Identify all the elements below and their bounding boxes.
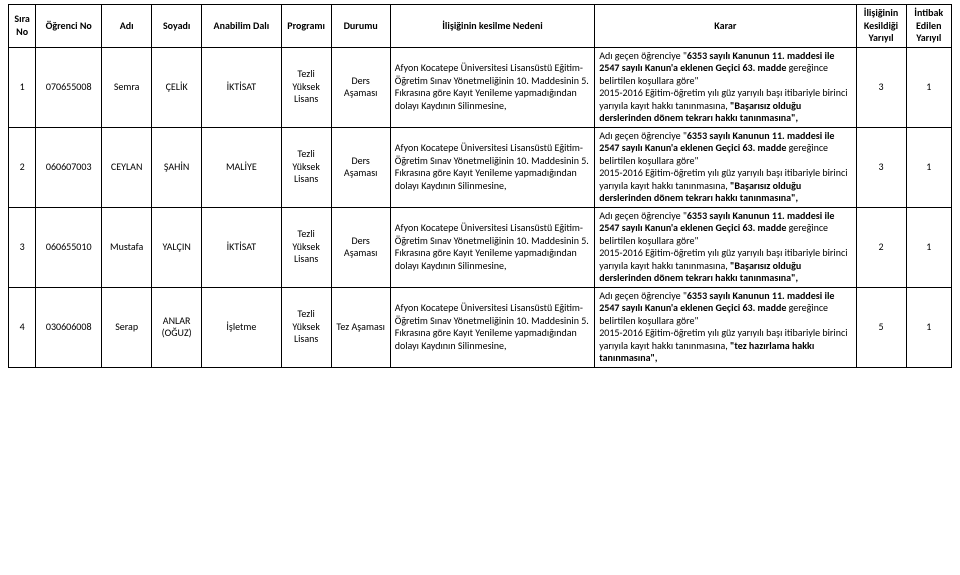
cell: Tez Aşaması bbox=[331, 287, 390, 367]
cell: Ders Aşaması bbox=[331, 207, 390, 287]
cell: Tezli Yüksek Lisans bbox=[281, 127, 331, 207]
col-adi: Adı bbox=[102, 5, 152, 48]
cell: Ders Aşaması bbox=[331, 47, 390, 127]
cell: 1 bbox=[906, 207, 952, 287]
cell: Semra bbox=[102, 47, 152, 127]
col-program: Programı bbox=[281, 5, 331, 48]
cell: 030606008 bbox=[36, 287, 102, 367]
cell-karar: Adı geçen öğrenciye "6353 sayılı Kanunun… bbox=[595, 127, 856, 207]
cell-neden: Afyon Kocatepe Üniversitesi Lisansüstü E… bbox=[390, 207, 595, 287]
col-durum: Durumu bbox=[331, 5, 390, 48]
cell-neden: Afyon Kocatepe Üniversitesi Lisansüstü E… bbox=[390, 127, 595, 207]
cell: 070655008 bbox=[36, 47, 102, 127]
col-intibak: İntibak Edilen Yarıyıl bbox=[906, 5, 952, 48]
cell: 3 bbox=[9, 207, 36, 287]
cell: CEYLAN bbox=[102, 127, 152, 207]
cell: ŞAHİN bbox=[152, 127, 202, 207]
cell-neden: Afyon Kocatepe Üniversitesi Lisansüstü E… bbox=[390, 287, 595, 367]
table-row: 4030606008SerapANLAR (OĞUZ)İşletmeTezli … bbox=[9, 287, 952, 367]
cell: Tezli Yüksek Lisans bbox=[281, 287, 331, 367]
cell: Mustafa bbox=[102, 207, 152, 287]
cell: 1 bbox=[906, 127, 952, 207]
cell: 2 bbox=[9, 127, 36, 207]
cell-karar: Adı geçen öğrenciye "6353 sayılı Kanunun… bbox=[595, 47, 856, 127]
cell-karar: Adı geçen öğrenciye "6353 sayılı Kanunun… bbox=[595, 287, 856, 367]
cell-neden: Afyon Kocatepe Üniversitesi Lisansüstü E… bbox=[390, 47, 595, 127]
cell: Tezli Yüksek Lisans bbox=[281, 207, 331, 287]
col-iliskigi: İlişiğinin Kesildiği Yarıyıl bbox=[856, 5, 906, 48]
cell: 3 bbox=[856, 47, 906, 127]
cell: 060607003 bbox=[36, 127, 102, 207]
cell: 1 bbox=[906, 287, 952, 367]
cell: 060655010 bbox=[36, 207, 102, 287]
col-neden: İlişiğinin kesilme Nedeni bbox=[390, 5, 595, 48]
cell: Tezli Yüksek Lisans bbox=[281, 47, 331, 127]
table-row: 3060655010MustafaYALÇINİKTİSATTezli Yüks… bbox=[9, 207, 952, 287]
col-sira: Sıra No bbox=[9, 5, 36, 48]
cell: ÇELİK bbox=[152, 47, 202, 127]
col-ogrenci: Öğrenci No bbox=[36, 5, 102, 48]
cell: 2 bbox=[856, 207, 906, 287]
cell: İKTİSAT bbox=[202, 207, 282, 287]
col-anabilim: Anabilim Dalı bbox=[202, 5, 282, 48]
cell: ANLAR (OĞUZ) bbox=[152, 287, 202, 367]
table-body: 1070655008SemraÇELİKİKTİSATTezli Yüksek … bbox=[9, 47, 952, 367]
cell: İşletme bbox=[202, 287, 282, 367]
student-table: Sıra No Öğrenci No Adı Soyadı Anabilim D… bbox=[8, 4, 952, 368]
cell: İKTİSAT bbox=[202, 47, 282, 127]
table-row: 1070655008SemraÇELİKİKTİSATTezli Yüksek … bbox=[9, 47, 952, 127]
cell: MALİYE bbox=[202, 127, 282, 207]
col-karar: Karar bbox=[595, 5, 856, 48]
cell: 1 bbox=[906, 47, 952, 127]
cell: 1 bbox=[9, 47, 36, 127]
cell-karar: Adı geçen öğrenciye "6353 sayılı Kanunun… bbox=[595, 207, 856, 287]
cell: Ders Aşaması bbox=[331, 127, 390, 207]
cell: 4 bbox=[9, 287, 36, 367]
cell: Serap bbox=[102, 287, 152, 367]
col-soyadi: Soyadı bbox=[152, 5, 202, 48]
cell: 5 bbox=[856, 287, 906, 367]
page: { "table": { "headers": { "sira": "Sıra … bbox=[0, 0, 960, 575]
table-row: 2060607003CEYLANŞAHİNMALİYETezli Yüksek … bbox=[9, 127, 952, 207]
cell: 3 bbox=[856, 127, 906, 207]
cell: YALÇIN bbox=[152, 207, 202, 287]
table-header-row: Sıra No Öğrenci No Adı Soyadı Anabilim D… bbox=[9, 5, 952, 48]
